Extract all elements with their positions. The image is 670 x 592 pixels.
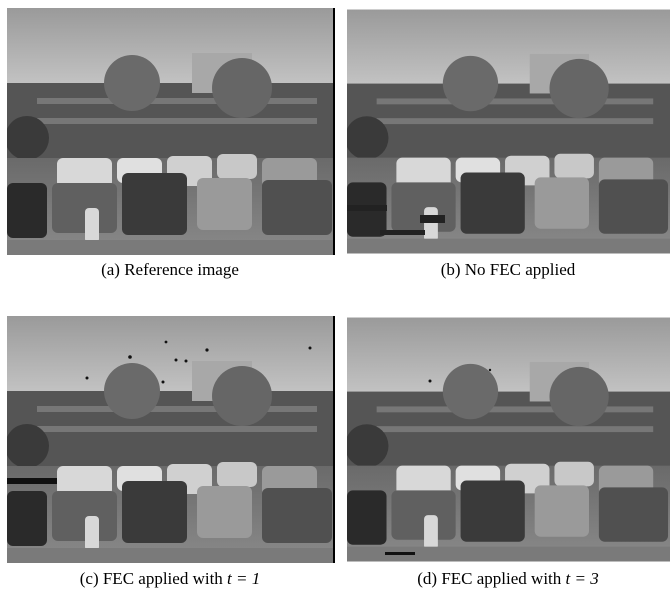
caption-math: t = 1: [227, 569, 261, 588]
caption-text: (c) FEC applied with: [79, 569, 223, 588]
caption-text: (b) No FEC applied: [440, 260, 576, 279]
caption: (a) Reference image: [5, 260, 335, 280]
caption: (d) FEC applied with t = 3: [343, 569, 670, 589]
caption-text: (a) Reference image: [101, 260, 239, 279]
artifacts: [347, 205, 445, 235]
photo: [7, 316, 334, 563]
photo: [7, 8, 334, 255]
caption: (b) No FEC applied: [343, 260, 670, 280]
photo: [347, 317, 670, 562]
caption: (c) FEC applied with t = 1: [5, 569, 335, 589]
artifacts: [385, 368, 492, 555]
caption-text: (d) FEC applied with: [417, 569, 562, 588]
photo: [347, 9, 670, 254]
caption-math: t = 3: [565, 569, 599, 588]
artifacts: [7, 340, 312, 484]
